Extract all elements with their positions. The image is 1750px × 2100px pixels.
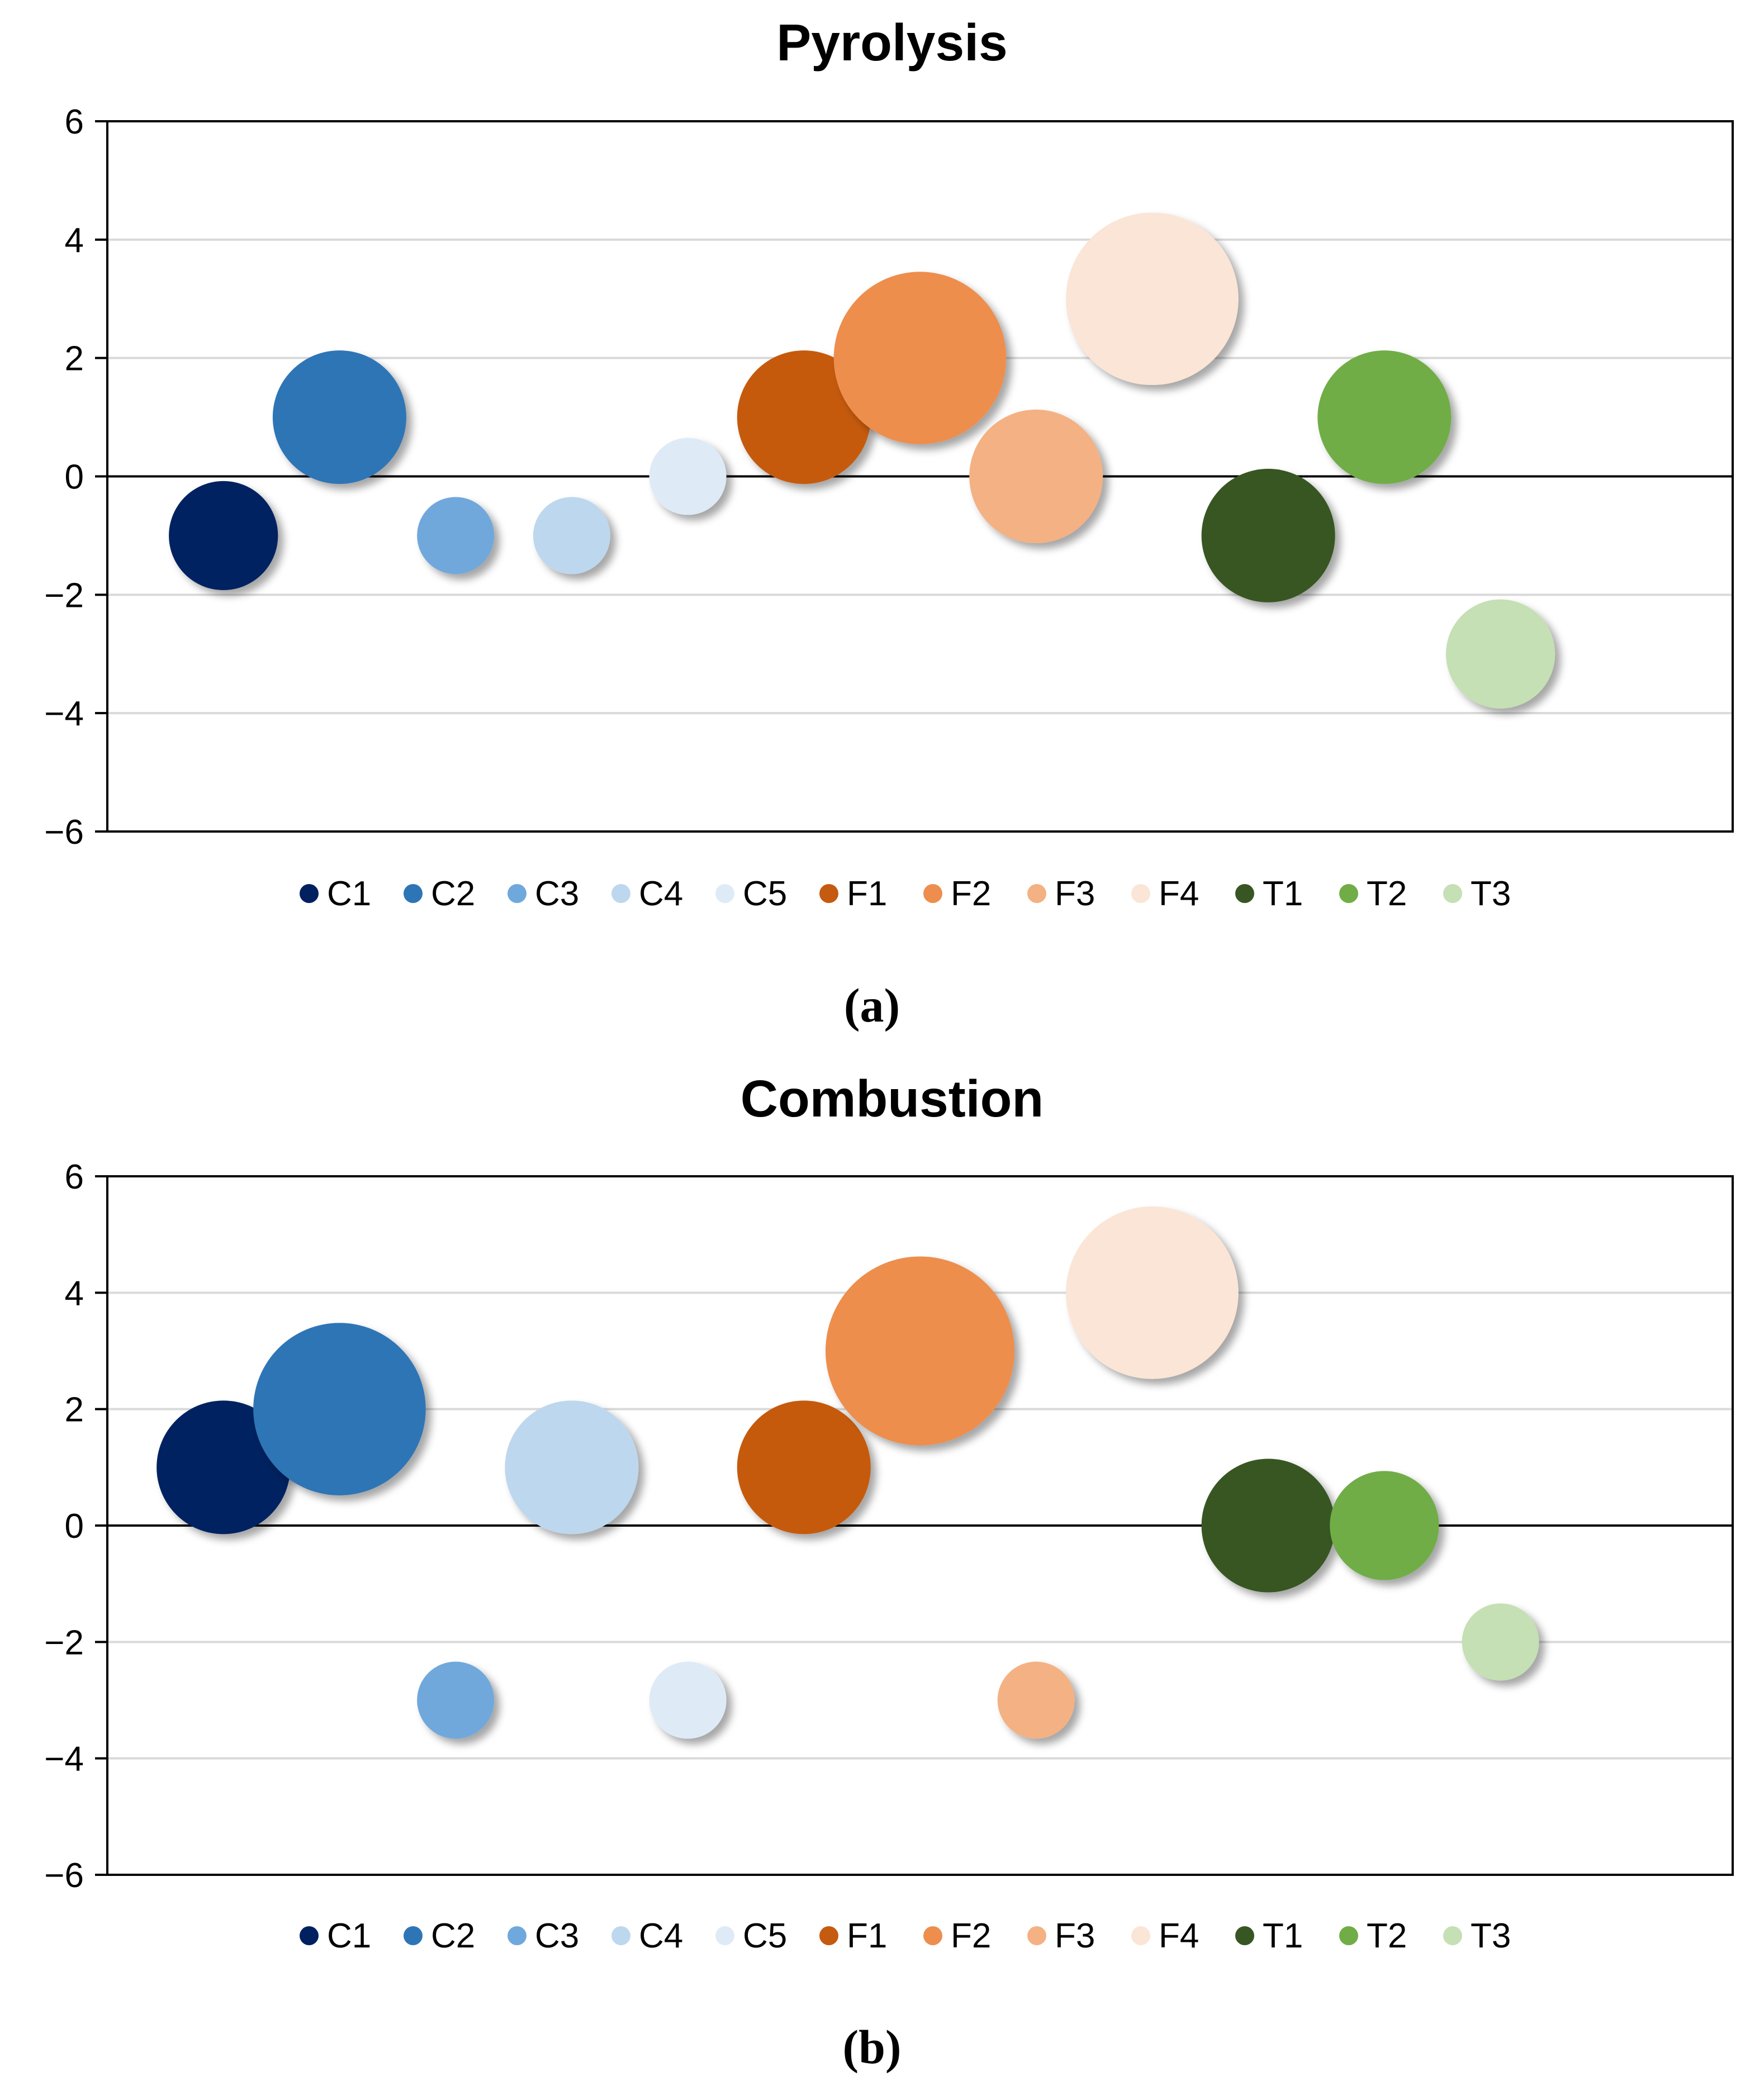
chart-1-y-tick-label: 4: [65, 221, 84, 260]
chart-2-caption: (b): [842, 2020, 901, 2074]
chart-2-legend-label-c3: C3: [535, 1917, 579, 1955]
chart-1-y-tick-label: −4: [44, 695, 84, 733]
chart-2-legend-label-t2: T2: [1367, 1917, 1407, 1955]
chart-2-y-tick-label: −6: [44, 1856, 84, 1895]
chart-1-legend-marker-c1: [300, 884, 319, 903]
chart-2-legend-marker-f4: [1131, 1926, 1150, 1945]
chart-1-legend: C1 C2 C3 C4 C5 F1 F2 F3 F4 T1 T2 T3: [300, 875, 1511, 913]
chart-2-bubble-c3: [417, 1661, 495, 1739]
chart-1-y-tick-label: −2: [44, 576, 84, 615]
chart-1-legend-marker-f3: [1027, 884, 1046, 903]
chart-2-bubble-f4: [1066, 1206, 1239, 1379]
chart-2-legend-label-t3: T3: [1471, 1917, 1511, 1955]
chart-2-y-tick-label: 4: [65, 1274, 84, 1313]
chart-2-title: Combustion: [741, 1070, 1044, 1128]
chart-1-bubble-c3: [417, 497, 495, 574]
chart-2-legend-marker-t3: [1443, 1926, 1462, 1945]
chart-2-panel: Combustion 6 4 2 0 −2 −4 −6 C1 C2 C3 C4 C5 F1 F2 F3 F4 T1…: [44, 1070, 1734, 2074]
chart-1-y-tick-label: 6: [65, 103, 84, 141]
chart-2-legend-label-c4: C4: [639, 1917, 683, 1955]
chart-1-legend-label-c1: C1: [327, 875, 371, 913]
chart-1-legend-label-f3: F3: [1055, 875, 1095, 913]
chart-2-y-tick-label: −4: [44, 1740, 84, 1779]
chart-1-legend-marker-c5: [715, 884, 734, 903]
chart-2-legend-marker-f2: [923, 1926, 942, 1945]
chart-2-bubble-t2: [1330, 1471, 1439, 1580]
chart-1-bubble-c2: [272, 350, 406, 484]
chart-1-panel: Pyrolysis 6 4 2 0 −2 −4 −6 C1 C2 C3 C4 C5 F1 F2 F3 F4 T1 T…: [44, 13, 1734, 1032]
chart-1-legend-label-c3: C3: [535, 875, 579, 913]
chart-1-title: Pyrolysis: [776, 13, 1008, 72]
chart-1-legend-marker-f2: [923, 884, 942, 903]
chart-1-legend-label-c5: C5: [743, 875, 787, 913]
chart-1-bubble-f2: [833, 272, 1007, 444]
chart-1-legend-label-c4: C4: [639, 875, 683, 913]
chart-1-bubble-f1: [737, 350, 871, 484]
chart-2-bubble-f1: [737, 1400, 871, 1534]
chart-1-bubble-c1: [169, 481, 278, 590]
chart-2-y-tick-label: −2: [44, 1623, 84, 1662]
chart-2-legend-label-f2: F2: [951, 1917, 991, 1955]
chart-2-legend-marker-c4: [611, 1926, 630, 1945]
chart-1-legend-label-c2: C2: [431, 875, 475, 913]
chart-2-bubble-t3: [1462, 1603, 1539, 1681]
chart-2-bubble-c5: [649, 1661, 727, 1739]
chart-2-y-tick-label: 6: [65, 1158, 84, 1196]
chart-2-legend-label-c2: C2: [431, 1917, 475, 1955]
chart-2-legend-label-f3: F3: [1055, 1917, 1095, 1955]
chart-2-legend-label-f1: F1: [847, 1917, 887, 1955]
chart-1-y-tick-label: 0: [65, 458, 84, 497]
chart-2-legend-label-c5: C5: [743, 1917, 787, 1955]
chart-1-legend-marker-c4: [611, 884, 630, 903]
chart-2-bubble-c2: [253, 1323, 426, 1495]
chart-1-bubble-t2: [1317, 350, 1452, 484]
chart-2-legend-marker-t2: [1339, 1926, 1358, 1945]
chart-1-legend-marker-c2: [404, 884, 423, 903]
chart-2-y-tick-label: 2: [65, 1391, 84, 1429]
chart-2-legend-marker-c1: [300, 1926, 319, 1945]
chart-2-legend-marker-c3: [508, 1926, 527, 1945]
chart-1-legend-marker-t2: [1339, 884, 1358, 903]
chart-2-y-tick-label: 0: [65, 1507, 84, 1546]
chart-2-legend-label-f4: F4: [1159, 1917, 1199, 1955]
chart-1-legend-marker-t3: [1443, 884, 1462, 903]
chart-2-legend-label-c1: C1: [327, 1917, 371, 1955]
chart-2-legend-marker-c5: [715, 1926, 734, 1945]
chart-2-bubble-c1: [156, 1400, 291, 1534]
chart-1-legend-label-t2: T2: [1367, 875, 1407, 913]
chart-1-bubble-c4: [533, 497, 610, 574]
chart-1-bubble-c5: [649, 438, 727, 515]
chart-2-legend-marker-f3: [1027, 1926, 1046, 1945]
chart-1-legend-marker-f4: [1131, 884, 1150, 903]
chart-2-bubble-f3: [997, 1661, 1075, 1739]
chart-1-legend-label-f1: F1: [847, 875, 887, 913]
chart-2-legend: C1 C2 C3 C4 C5 F1 F2 F3 F4 T1 T2 T3: [300, 1917, 1511, 1955]
chart-1-bubble-f3: [969, 409, 1103, 544]
chart-2-bubble-t1: [1201, 1458, 1335, 1593]
chart-1-legend-label-f2: F2: [951, 875, 991, 913]
chart-2-legend-label-t1: T1: [1263, 1917, 1303, 1955]
chart-1-bubble-t3: [1445, 599, 1555, 709]
chart-1-y-tick-label: 2: [65, 340, 84, 378]
chart-1-legend-marker-t1: [1235, 884, 1254, 903]
chart-2-legend-marker-f1: [819, 1926, 838, 1945]
chart-2-legend-marker-t1: [1235, 1926, 1254, 1945]
chart-2-bubble-f2: [825, 1256, 1015, 1446]
chart-1-bubble-t1: [1201, 468, 1335, 602]
chart-2-legend-marker-c2: [404, 1926, 423, 1945]
chart-2-bubble-c4: [505, 1400, 639, 1534]
chart-1-legend-label-t3: T3: [1471, 875, 1511, 913]
chart-1-legend-marker-f1: [819, 884, 838, 903]
chart-1-legend-marker-c3: [508, 884, 527, 903]
chart-1-legend-label-t1: T1: [1263, 875, 1303, 913]
chart-1-legend-label-f4: F4: [1159, 875, 1199, 913]
chart-1-bubble-f4: [1066, 212, 1239, 386]
chart-1-y-tick-label: −6: [44, 813, 84, 852]
chart-1-caption: (a): [844, 978, 900, 1032]
